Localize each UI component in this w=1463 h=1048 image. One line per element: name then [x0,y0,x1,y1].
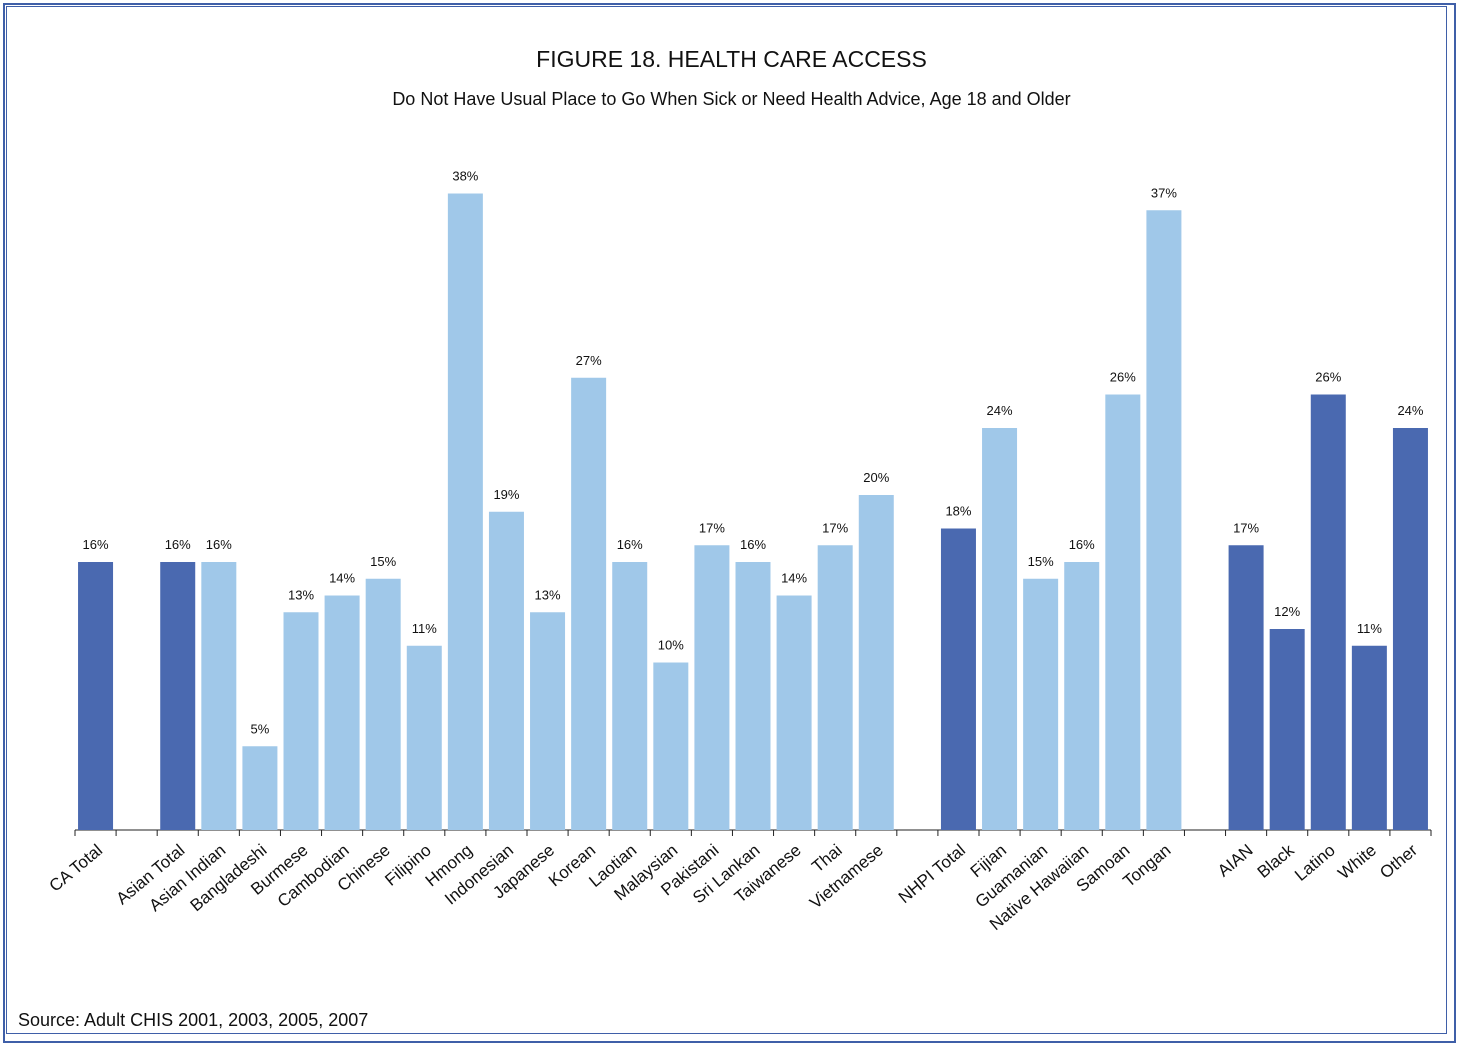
x-tick-label: CA Total [46,841,106,896]
bar-value-label: 12% [1274,604,1300,619]
bar-value-label: 10% [658,638,684,653]
bar-sri-lankan [735,562,771,830]
bar-latino [1310,394,1346,830]
bar-laotian [612,562,648,830]
bar-value-label: 13% [535,587,561,602]
x-tick-label: NHPI Total [895,841,969,908]
bar-taiwanese [776,595,812,830]
outer-frame [3,3,1456,1043]
bar-chinese [365,578,401,830]
chart-title: FIGURE 18. HEALTH CARE ACCESS [536,46,927,72]
x-tick-label: Vietnamese [806,841,887,913]
bar-value-label: 24% [1397,403,1423,418]
bar-cambodian [324,595,360,830]
bar-thai [817,545,853,830]
bar-asian-total [160,562,196,830]
bar-value-label: 16% [165,537,191,552]
bar-bangladeshi [242,746,278,830]
bar-value-label: 11% [412,621,437,636]
bar-vietnamese [858,495,894,830]
bar-value-label: 37% [1151,185,1177,200]
bar-value-label: 19% [493,487,519,502]
bar-value-label: 14% [781,571,807,586]
bar-value-label: 16% [1069,537,1095,552]
bar-korean [571,377,607,830]
bar-value-label: 13% [288,587,314,602]
bar-value-label: 38% [452,169,478,184]
bar-value-label: 5% [251,721,270,736]
bar-malaysian [653,662,689,830]
x-tick-label: AIAN [1214,841,1257,881]
x-tick-label: Other [1376,840,1421,882]
bar-asian-indian [201,562,237,830]
bar-value-label: 20% [863,470,889,485]
inner-frame [6,6,1447,1034]
bar-burmese [283,612,319,830]
bar-filipino [406,645,442,830]
bar-indonesian [488,511,524,830]
bar-white [1351,645,1387,830]
bar-value-label: 24% [987,403,1013,418]
x-tick-label: Black [1254,840,1298,882]
chart-subtitle: Do Not Have Usual Place to Go When Sick … [392,89,1071,109]
bar-guamanian [1023,578,1059,830]
bar-hmong [447,193,483,830]
bar-value-label: 17% [1233,520,1259,535]
bar-pakistani [694,545,730,830]
bar-value-label: 11% [1357,621,1382,636]
bar-value-label: 27% [576,353,602,368]
bar-value-label: 14% [329,571,355,586]
x-tick-label: Latino [1291,841,1339,885]
bar-value-label: 16% [206,537,232,552]
bar-value-label: 17% [822,520,848,535]
bar-black [1269,629,1305,830]
bar-value-label: 16% [617,537,643,552]
x-tick-label: Tongan [1120,841,1175,891]
bar-value-label: 16% [83,537,109,552]
bar-ca-total [78,562,114,830]
bar-value-label: 15% [1028,554,1054,569]
bar-aian [1228,545,1264,830]
bar-value-label: 26% [1110,370,1136,385]
bar-tongan [1146,210,1182,830]
x-tick-label: White [1334,841,1380,883]
bar-samoan [1105,394,1141,830]
bar-fijian [982,428,1018,830]
bar-value-label: 26% [1315,370,1341,385]
bar-value-label: 17% [699,520,725,535]
bar-nhpi-total [940,528,976,830]
source-note: Source: Adult CHIS 2001, 2003, 2005, 200… [18,1010,369,1030]
bar-value-label: 16% [740,537,766,552]
bar-value-label: 18% [945,504,971,519]
bar-native-hawaiian [1064,562,1100,830]
bar-other [1392,428,1428,830]
bar-value-label: 15% [370,554,396,569]
bar-japanese [530,612,566,830]
